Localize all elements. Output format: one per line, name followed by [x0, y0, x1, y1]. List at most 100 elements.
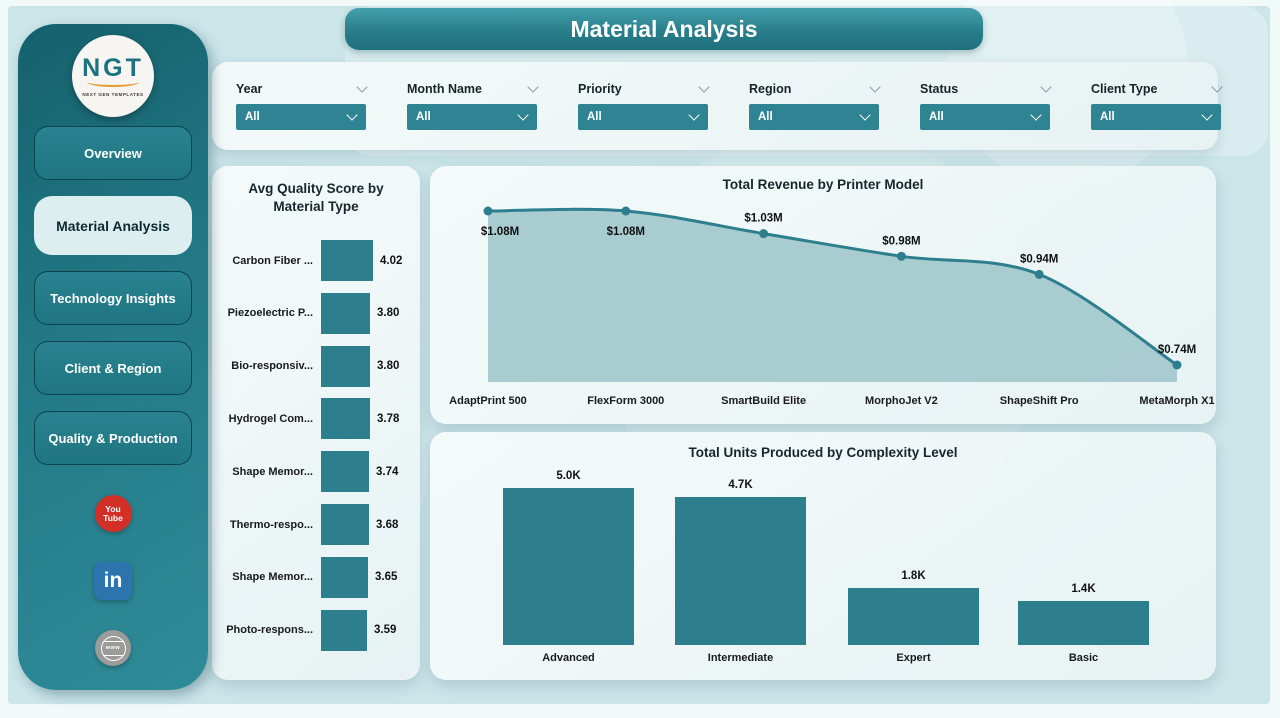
quality-score-chart-card: Avg Quality Score by Material Type Carbo… [212, 166, 420, 680]
quality-bar-row: Photo-respons... 3.59 [212, 609, 420, 651]
sidebar-item-client-region[interactable]: Client & Region [34, 341, 192, 395]
sidebar-item-quality-production[interactable]: Quality & Production [34, 411, 192, 465]
category-label: Bio-responsiv... [231, 360, 313, 373]
bar-intermediate[interactable] [675, 497, 806, 645]
chevron-down-icon[interactable] [698, 81, 710, 93]
chevron-down-icon[interactable] [527, 81, 539, 93]
bar-advanced[interactable] [503, 488, 634, 645]
sidebar-item-overview[interactable]: Overview [34, 126, 192, 180]
quality-bar-row: Bio-responsiv... 3.80 [212, 345, 420, 387]
category-label: Photo-respons... [226, 624, 313, 637]
social-links: You Tube in www [18, 495, 208, 666]
category-label: Intermediate [707, 652, 774, 664]
sidebar-item-material-analysis[interactable]: Material Analysis [34, 196, 192, 255]
filter-selected-value: All [758, 111, 773, 123]
point-adaptprint-500[interactable] [483, 206, 493, 216]
value-label: 3.65 [375, 571, 398, 584]
sidebar: NGT NEXT GEN TEMPLATES Overview Material … [18, 24, 208, 690]
filter-status: Status All [920, 81, 1052, 130]
category-label: Thermo-respo... [229, 518, 313, 531]
chevron-down-icon[interactable] [1040, 81, 1052, 93]
bar-expert[interactable] [848, 588, 979, 645]
value-label: 4.7K [728, 479, 753, 491]
category-label: Advanced [542, 652, 595, 664]
filter-priority: Priority All [578, 81, 710, 130]
point-morphojet-v2[interactable] [896, 251, 906, 261]
linkedin-icon[interactable]: in [94, 562, 132, 600]
value-label: 3.59 [374, 624, 397, 637]
bar-carbon-fiber[interactable] [321, 240, 373, 281]
point-flexform-3000[interactable] [621, 206, 631, 216]
bar-photo-respons[interactable] [321, 609, 367, 651]
filter-dropdown-year[interactable]: All [236, 104, 366, 130]
filter-dropdown-month-name[interactable]: All [407, 104, 537, 130]
logo-acronym: NGT [82, 53, 144, 82]
filter-region: Region All [749, 81, 881, 130]
filter-selected-value: All [416, 111, 431, 123]
quality-bar-row: Shape Memor... 3.74 [212, 451, 420, 493]
ngt-logo: NGT NEXT GEN TEMPLATES [72, 35, 154, 117]
youtube-icon[interactable]: You Tube [94, 495, 132, 532]
filter-selected-value: All [587, 111, 602, 123]
quality-bar-row: Carbon Fiber ... 4.02 [212, 240, 420, 281]
category-label: FlexForm 3000 [587, 395, 664, 407]
point-metamorph-x1[interactable] [1172, 360, 1182, 370]
chevron-down-icon [1201, 109, 1213, 121]
bar-thermo-respo[interactable] [321, 504, 369, 545]
chevron-down-icon[interactable] [1211, 81, 1223, 93]
category-label: AdaptPrint 500 [449, 395, 527, 407]
filter-selected-value: All [1100, 111, 1115, 123]
value-label: $1.08M [481, 226, 519, 238]
filter-label: Status [920, 82, 959, 96]
chart-title: Total Units Produced by Complexity Level [688, 445, 958, 460]
value-label: 3.80 [377, 360, 400, 373]
category-label: ShapeShift Pro [1000, 395, 1079, 407]
category-label: MorphoJet V2 [865, 395, 938, 407]
filter-dropdown-region[interactable]: All [749, 104, 879, 130]
filter-label: Priority [578, 82, 622, 96]
chevron-down-icon [859, 109, 871, 121]
filter-header: Status [920, 81, 1052, 96]
area-fill [488, 209, 1177, 382]
chevron-down-icon[interactable] [356, 81, 368, 93]
value-label: $1.03M [744, 213, 782, 225]
value-label: 4.02 [380, 254, 403, 267]
filter-selected-value: All [245, 111, 260, 123]
bar-basic[interactable] [1018, 601, 1149, 645]
quality-bar-row: Piezoelectric P... 3.80 [212, 292, 420, 334]
logo-caption: NEXT GEN TEMPLATES [82, 91, 144, 97]
linkedin-label: in [103, 569, 123, 592]
category-label: Shape Memor... [232, 465, 313, 478]
website-globe-icon[interactable]: www [95, 630, 131, 666]
point-shapeshift-pro[interactable] [1034, 269, 1044, 279]
filter-dropdown-client-type[interactable]: All [1091, 104, 1221, 130]
sidebar-nav: Overview Material Analysis Technology Insi… [18, 126, 208, 481]
filter-dropdown-status[interactable]: All [920, 104, 1050, 130]
bar-shape-memor[interactable] [321, 451, 369, 493]
value-label: $1.08M [607, 226, 645, 238]
bar-bio-responsiv[interactable] [321, 345, 370, 387]
chevron-down-icon[interactable] [869, 81, 881, 93]
value-label: 3.78 [377, 412, 400, 425]
category-label: Carbon Fiber ... [232, 254, 313, 267]
bar-hydrogel-com[interactable] [321, 398, 370, 440]
quality-bar-row: Shape Memor... 3.65 [212, 556, 420, 598]
filter-dropdown-priority[interactable]: All [578, 104, 708, 130]
filter-header: Month Name [407, 81, 539, 96]
filter-label: Region [749, 82, 792, 96]
filter-selected-value: All [929, 111, 944, 123]
point-smartbuild-elite[interactable] [759, 229, 769, 239]
filter-label: Month Name [407, 82, 482, 96]
page-title: Material Analysis [570, 15, 758, 42]
quality-bar-row: Thermo-respo... 3.68 [212, 504, 420, 545]
bar-shape-memor[interactable] [321, 556, 368, 598]
filter-header: Region [749, 81, 881, 96]
revenue-chart-card: Total Revenue by Printer Model $1.08M Ada… [430, 166, 1216, 424]
filter-month-name: Month Name All [407, 81, 539, 130]
bar-piezoelectric-p[interactable] [321, 292, 370, 334]
sidebar-item-technology-insights[interactable]: Technology Insights [34, 271, 192, 325]
page-title-banner: Material Analysis [345, 8, 983, 50]
dashboard-canvas: Material Analysis NGT NEXT GEN TEMPLATES… [8, 0, 1270, 704]
chevron-down-icon [346, 109, 358, 121]
chevron-down-icon [688, 109, 700, 121]
